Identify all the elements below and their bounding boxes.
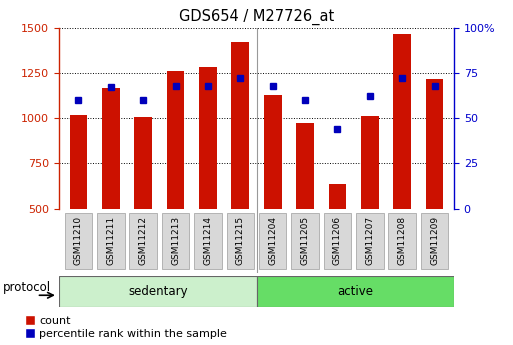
Text: GSM11209: GSM11209 bbox=[430, 216, 439, 265]
FancyBboxPatch shape bbox=[162, 213, 189, 269]
Text: sedentary: sedentary bbox=[128, 285, 188, 298]
Text: GSM11210: GSM11210 bbox=[74, 216, 83, 265]
Bar bbox=[426, 79, 443, 209]
FancyBboxPatch shape bbox=[324, 213, 351, 269]
FancyBboxPatch shape bbox=[227, 213, 254, 269]
FancyBboxPatch shape bbox=[421, 213, 448, 269]
Text: GDS654 / M27726_at: GDS654 / M27726_at bbox=[179, 9, 334, 25]
Bar bbox=[199, 67, 217, 209]
Text: GSM11211: GSM11211 bbox=[106, 216, 115, 265]
FancyBboxPatch shape bbox=[291, 213, 319, 269]
Text: active: active bbox=[337, 285, 373, 298]
Text: GSM11214: GSM11214 bbox=[204, 216, 212, 265]
FancyBboxPatch shape bbox=[194, 213, 222, 269]
Text: GSM11208: GSM11208 bbox=[398, 216, 407, 265]
Bar bbox=[167, 71, 185, 209]
Bar bbox=[70, 115, 87, 209]
FancyBboxPatch shape bbox=[259, 213, 286, 269]
Bar bbox=[361, 116, 379, 209]
Text: GSM11215: GSM11215 bbox=[236, 216, 245, 265]
FancyBboxPatch shape bbox=[256, 276, 454, 307]
Text: GSM11212: GSM11212 bbox=[139, 216, 148, 265]
FancyBboxPatch shape bbox=[59, 276, 256, 307]
FancyBboxPatch shape bbox=[65, 213, 92, 269]
Text: GSM11205: GSM11205 bbox=[301, 216, 309, 265]
Bar bbox=[296, 123, 314, 209]
FancyBboxPatch shape bbox=[356, 213, 384, 269]
Legend: count, percentile rank within the sample: count, percentile rank within the sample bbox=[26, 316, 227, 339]
Text: GSM11204: GSM11204 bbox=[268, 216, 277, 265]
Bar bbox=[134, 117, 152, 209]
Bar bbox=[328, 184, 346, 209]
FancyBboxPatch shape bbox=[388, 213, 416, 269]
Bar bbox=[231, 42, 249, 209]
Text: protocol: protocol bbox=[3, 281, 51, 294]
Bar bbox=[264, 95, 282, 209]
FancyBboxPatch shape bbox=[129, 213, 157, 269]
Bar bbox=[102, 88, 120, 209]
FancyBboxPatch shape bbox=[97, 213, 125, 269]
Text: GSM11213: GSM11213 bbox=[171, 216, 180, 265]
Text: GSM11206: GSM11206 bbox=[333, 216, 342, 265]
Text: GSM11207: GSM11207 bbox=[365, 216, 374, 265]
Bar bbox=[393, 34, 411, 209]
